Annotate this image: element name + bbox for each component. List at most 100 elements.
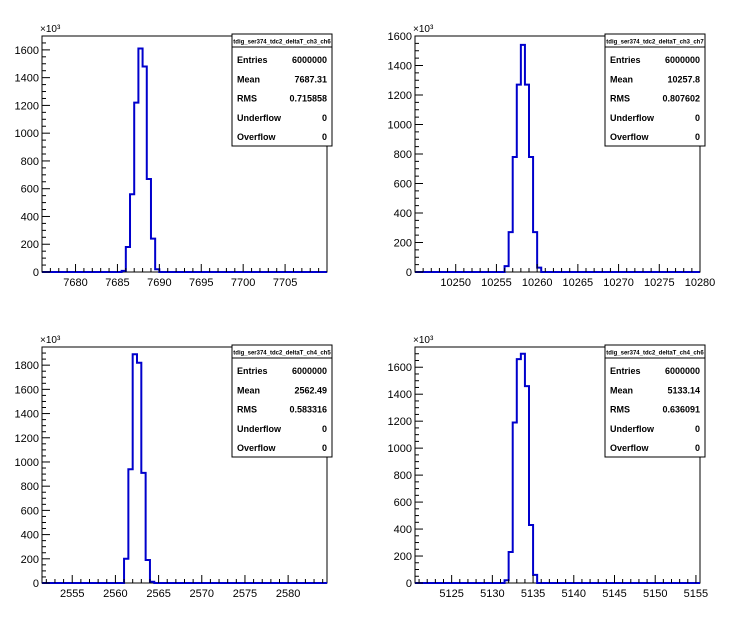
y-tick-label: 1000 [15,128,39,140]
y-exponent-label: ×10³ [413,335,434,346]
stats-label: RMS [610,94,630,104]
histogram-bin [525,85,529,272]
stats-value: 7687.31 [294,74,327,84]
x-tick-label: 5145 [602,588,626,600]
y-tick-label: 1000 [15,457,39,469]
histogram-bin [505,266,509,272]
histogram-panel-3: 2555 2560 2565 2570 2575 2580 0 200 400 600 800 100… [15,335,333,600]
x-tick-label: 5155 [684,588,708,600]
x-tick-label: 2555 [60,588,84,600]
histogram-series-line [415,43,700,273]
stats-label: Underflow [610,424,655,434]
histogram-bin [128,469,132,583]
stats-value: 0 [695,424,700,434]
stats-value: 0.807602 [662,94,700,104]
stats-value: 0 [695,113,700,123]
y-tick-label: 1200 [388,90,412,102]
stats-value: 2562.49 [294,385,327,395]
stats-box-title: tdig_ser374_tdc2_deltaT_ch4_ch5 [233,351,331,357]
y-tick-label: 400 [394,208,412,220]
stats-value: 0 [695,443,700,453]
histogram-bin [134,103,138,272]
histogram-series-line [415,352,700,584]
stats-value: 0 [322,443,327,453]
y-tick-label: 600 [394,497,412,509]
histogram-series-line [42,353,327,584]
x-tick-label: 2580 [276,588,300,600]
stats-label: Entries [610,55,641,65]
histogram-bin [525,386,529,583]
histogram-bin [138,48,142,272]
stats-value: 6000000 [665,55,700,65]
histogram-bin [533,232,537,272]
x-tick-label: 5135 [521,588,545,600]
stats-label: Mean [610,74,633,84]
stats-value: 6000000 [665,366,700,376]
y-tick-label: 1400 [388,61,412,73]
histogram-bin [143,67,147,272]
y-tick-label: 1600 [15,384,39,396]
stats-value: 6000000 [292,366,327,376]
x-tick-label: 10250 [440,277,471,289]
x-tick-label: 10280 [685,277,716,289]
stats-value: 5133.14 [667,385,700,395]
histogram-bin [529,157,533,272]
histogram-bin [146,560,150,583]
stats-box-title: tdig_ser374_tdc2_deltaT_ch3_ch6 [233,40,331,46]
x-tick-label: 10265 [563,277,594,289]
y-tick-label: 1600 [388,362,412,374]
stats-label: Underflow [610,113,655,123]
x-tick-label: 5125 [439,588,463,600]
histogram-bin [509,232,513,272]
stats-label: Overflow [237,132,277,142]
histogram-bin [133,354,137,583]
stats-label: RMS [237,94,257,104]
x-tick-label: 7700 [231,277,255,289]
x-tick-label: 7690 [147,277,171,289]
x-tick-label: 5140 [562,588,586,600]
stats-value: 10257.8 [667,74,700,84]
y-tick-label: 200 [394,238,412,250]
x-tick-label: 7680 [63,277,87,289]
histogram-bin [137,363,141,583]
histogram-bin [521,354,525,583]
y-tick-label: 800 [21,481,39,493]
histogram-bin [126,247,130,272]
stats-label: Mean [237,74,260,84]
stats-box [231,344,333,458]
y-tick-label: 800 [394,470,412,482]
y-tick-label: 800 [394,149,412,161]
stats-label: RMS [610,405,630,415]
x-tick-label: 7705 [273,277,297,289]
stats-box [604,344,706,458]
y-tick-label: 600 [21,505,39,517]
y-exponent-label: ×10³ [40,335,61,346]
y-tick-label: 200 [21,554,39,566]
y-tick-label: 0 [406,578,412,590]
stats-label: Overflow [610,443,650,453]
histogram-bin [521,45,525,272]
y-tick-label: 0 [33,267,39,279]
x-tick-label: 2575 [233,588,257,600]
histogram-bin [150,582,154,583]
y-exponent-label: ×10³ [413,24,434,35]
x-tick-label: 2560 [103,588,127,600]
y-exponent-label: ×10³ [40,24,61,35]
y-tick-label: 1800 [15,360,39,372]
histogram-bin [147,179,151,272]
x-tick-label: 10275 [644,277,675,289]
y-tick-label: 1000 [388,120,412,132]
histogram-series-line [42,47,327,273]
y-tick-label: 1600 [388,31,412,43]
y-tick-label: 1000 [388,443,412,455]
histogram-bin [529,525,533,583]
histogram-bin [517,359,521,583]
histogram-bin [505,580,509,583]
y-tick-label: 400 [21,211,39,223]
stats-box-title: tdig_ser374_tdc2_deltaT_ch4_ch6 [606,351,704,357]
histogram-bin [122,271,126,272]
stats-label: Entries [237,55,268,65]
y-tick-label: 600 [394,179,412,191]
histogram-panel-4: 5125 5130 5135 5140 5145 5150 5155 0 200 400 600 80… [388,335,709,600]
stats-value: 0 [322,424,327,434]
